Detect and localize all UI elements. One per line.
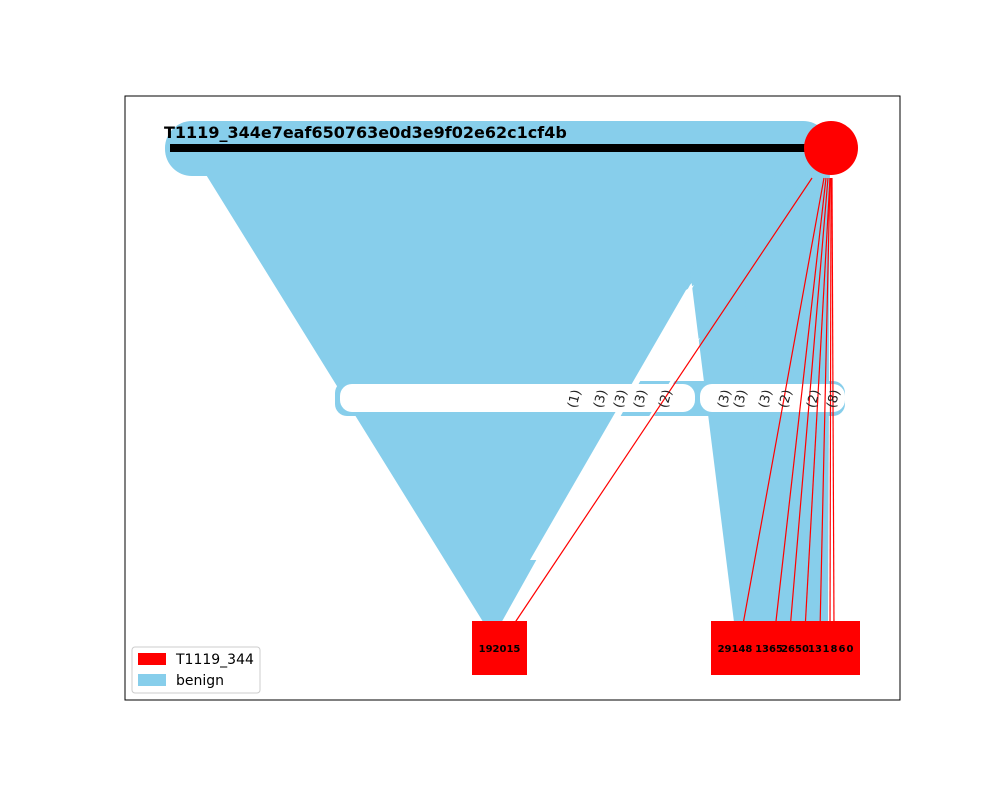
leaf-label-1: 1 [823,644,830,655]
malicious-edges [509,177,835,631]
edge-label-4: (2) [656,388,675,410]
graph-title: T1119_344e7eaf650763e0d3e9f02e62c1cf4b [164,123,567,142]
leaf-label-6: 6 [839,644,846,655]
red-edge-3 [774,177,827,631]
edge-label-3: (3) [631,388,650,410]
edge-label-8: (2) [776,388,795,410]
leaf-node-192015[interactable] [472,621,527,675]
label-band-left [340,384,695,412]
red-edge-5 [804,177,831,631]
white-gap-1 [530,285,694,560]
leaf-label-0: 0 [847,644,854,655]
leaf-label-29148: 29148 [718,644,753,655]
red-edge-7 [829,177,832,631]
red-edge-4 [789,177,829,631]
legend-swatch-malicious [138,653,166,665]
edge-label-5: (3) [715,388,734,410]
leaf-node-0[interactable] [806,621,860,675]
edge-label-6: (3) [731,388,750,410]
legend-swatch-benign [138,674,166,686]
edge-label-2: (3) [611,388,630,410]
root-edge-arrow [170,144,182,152]
legend: T1119_344 benign [131,646,261,694]
edge-label-10: (8) [824,388,843,410]
leaf-label-2650: 2650 [781,644,809,655]
leaf-label-192015: 192015 [479,644,521,655]
leaf-label-13: 13 [808,644,822,655]
edge-label-7: (3) [756,388,775,410]
label-band-white [340,285,845,610]
red-edge-6 [819,177,831,631]
red-edge-8 [831,177,835,631]
red-edge-2 [741,177,825,631]
root-edge-line [170,144,853,152]
edge-label-0: (1) [565,388,584,410]
legend-label-malicious: T1119_344 [175,652,254,668]
edge-label-group: (1) (3) (3) (3) (2) (3)(3) (3) (2) (2) (8) [565,388,843,410]
root-node[interactable] [804,121,858,175]
red-edge-1 [509,177,813,631]
legend-label-benign: benign [176,673,224,689]
edge-label-9: (2) [804,388,823,410]
leaf-node-group: 192015 29148 1365 2650 13 1 8 6 0 [472,621,860,675]
leaf-label-8: 8 [831,644,838,655]
white-gap-2 [532,338,700,610]
edge-label-1: (3) [591,388,610,410]
leaf-label-1365: 1365 [755,644,783,655]
